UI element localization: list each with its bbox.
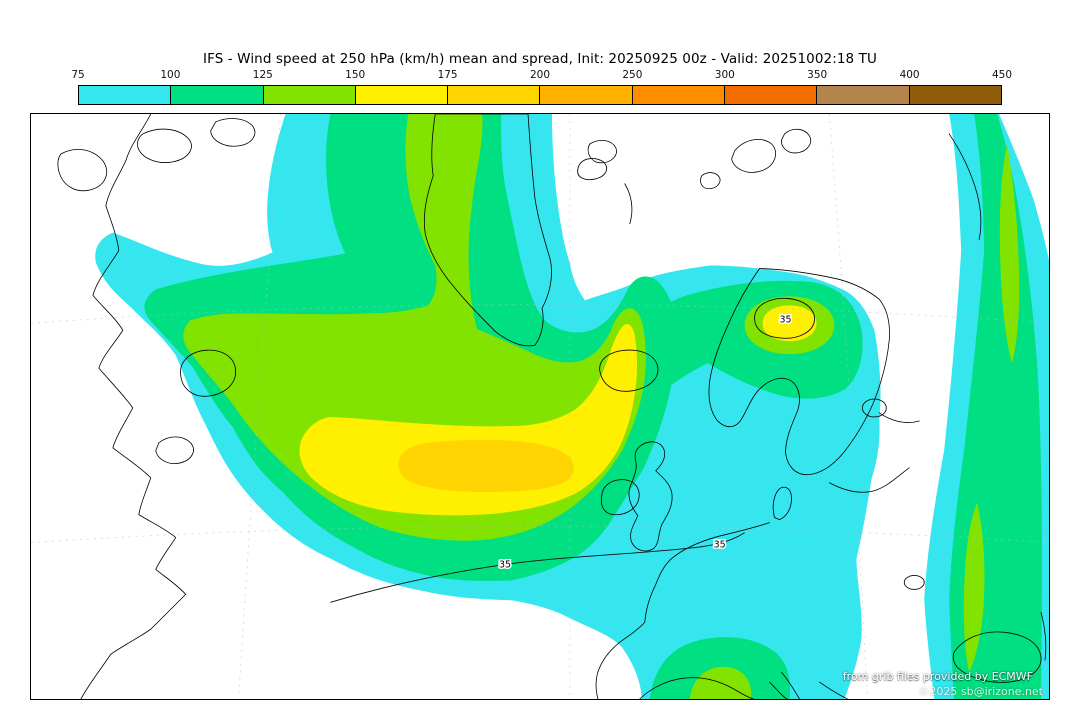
svalbard-islands [731, 139, 776, 173]
colorbar-segment [632, 86, 726, 104]
adriatic-coast [819, 681, 848, 699]
spread-contour-loop [903, 574, 925, 590]
spread-contour-label: 35 [779, 314, 791, 325]
east-greenland-island [624, 183, 633, 225]
colorbar-segment [263, 86, 356, 104]
north-america-coast [80, 114, 187, 699]
graticule [31, 114, 1049, 699]
colorbar-segment [540, 86, 633, 104]
scandinavia-coast [708, 268, 890, 476]
color-scale-bar [78, 85, 1002, 105]
spread-contour-line [330, 532, 745, 603]
spread-contours: 35 35 35 [330, 158, 925, 603]
colorbar-tick-label: 350 [807, 69, 828, 81]
novaya-zemlya-coast [948, 133, 982, 240]
europe-atlantic-coast [595, 522, 770, 699]
colorbar-segment [725, 86, 818, 104]
colorbar-ticks: 75 100 125 150 175 200 250 300 350 400 4… [71, 69, 1012, 83]
newfoundland-coast [180, 349, 236, 397]
page-title: IFS - Wind speed at 250 hPa (km/h) mean … [203, 51, 877, 67]
arctic-island [137, 128, 192, 163]
iceland-coast [599, 349, 659, 392]
spread-contour-label: 35 [714, 540, 726, 551]
colorbar-tick-label: 75 [71, 69, 85, 81]
spread-contour-loop [754, 297, 815, 339]
mediterranean-coast [639, 677, 754, 699]
denmark-coast [772, 486, 792, 521]
colorbar-tick-label: 150 [345, 69, 366, 81]
colorbar-tick-label: 125 [252, 69, 273, 81]
spread-contour-loop [861, 398, 887, 418]
colorbar-tick-label: 450 [991, 69, 1013, 81]
arctic-island [210, 118, 256, 147]
colorbar-tick-label: 400 [899, 69, 920, 81]
spread-contour-label: 35 [499, 559, 511, 570]
colorbar-tick-label: 200 [529, 69, 551, 81]
svalbard-islands [781, 128, 812, 154]
greenland-coast [423, 114, 552, 347]
colorbar-segment [171, 86, 264, 104]
colorbar-tick-label: 300 [714, 69, 735, 81]
svalbard-islands [700, 172, 721, 190]
colorbar-tick-label: 175 [437, 69, 458, 81]
italy-coast [769, 671, 800, 699]
wind-fill-175 [398, 439, 574, 492]
colorbar-segment [817, 86, 910, 104]
colorbar-segment [909, 86, 1001, 104]
attribution-ecmwf: from grib files provided by ECMWF [842, 670, 1033, 683]
colorbar-tick-label: 100 [160, 69, 181, 81]
colorbar-segment [448, 86, 541, 104]
arctic-island [57, 149, 107, 192]
black-sea-coast [952, 631, 1042, 683]
colorbar-tick-label: 250 [622, 69, 643, 81]
ireland-coast [600, 479, 640, 516]
nova-scotia-coast [155, 436, 194, 464]
east-greenland-island [587, 140, 617, 164]
baltic-coast [829, 467, 910, 493]
spread-contour-loop [577, 158, 608, 181]
colorbar-segment [79, 86, 172, 104]
coastlines [57, 114, 1047, 699]
great-britain-coast [628, 441, 673, 552]
attribution-copyright: ©2025 sb@irizone.net [918, 685, 1043, 698]
weather-map: 35 35 35 from grib files provided by ECM… [30, 113, 1050, 700]
colorbar-segment [355, 86, 449, 104]
map-svg: 35 35 35 [31, 114, 1049, 699]
caspian-coast [1040, 611, 1047, 661]
